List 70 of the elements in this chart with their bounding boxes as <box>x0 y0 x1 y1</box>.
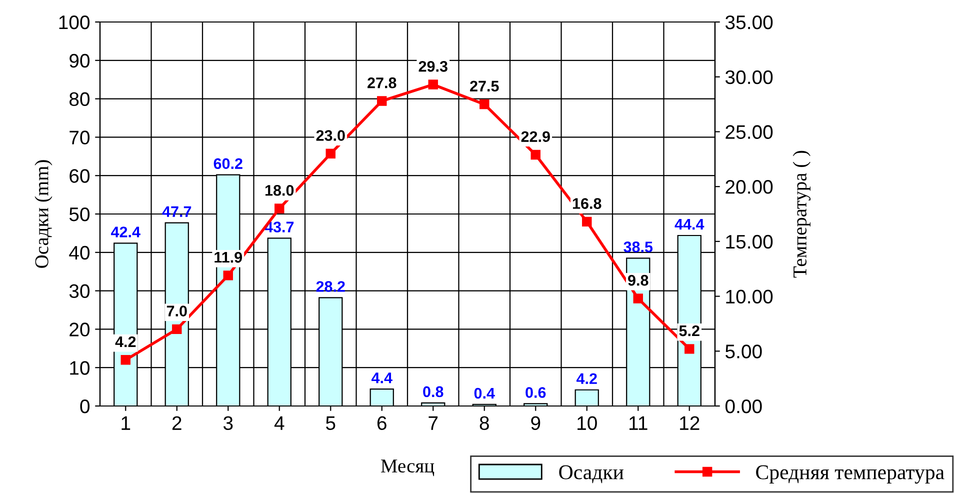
y2-axis-title: Температура ( ) <box>792 150 811 278</box>
y2-tick-label: 25.00 <box>726 125 773 139</box>
data-label: 28.2 <box>316 281 345 292</box>
x-tick-label: 5 <box>326 416 336 430</box>
x-tick-label: 9 <box>531 416 540 430</box>
data-label: 60.2 <box>214 158 242 170</box>
data-label: 9.8 <box>628 274 648 286</box>
point <box>480 99 490 110</box>
data-label: 4.2 <box>115 336 136 348</box>
x-tick-label: 2 <box>172 416 182 430</box>
point <box>377 96 387 106</box>
data-label: 23.0 <box>316 130 345 141</box>
data-label: 38.5 <box>624 242 653 252</box>
y-tick-label: 0 <box>80 399 90 414</box>
x-tick-label: 6 <box>377 416 386 430</box>
y2-tick-label: 5.00 <box>726 344 762 358</box>
x-tick-label: 1 <box>122 416 130 430</box>
x-tick-label: 10 <box>578 416 597 430</box>
y-tick-label: 80 <box>69 92 90 106</box>
point <box>428 80 438 90</box>
x-tick-label: 4 <box>274 416 284 430</box>
x-tick-label: 11 <box>630 416 648 430</box>
data-label: 27.8 <box>368 77 396 88</box>
y-tick-label: 50 <box>69 207 90 222</box>
point <box>172 324 182 334</box>
y-tick-label: 100 <box>59 15 90 30</box>
y-tick-label: 90 <box>70 54 90 68</box>
x-tick-label: 3 <box>223 416 233 430</box>
data-label: 42.4 <box>110 226 140 238</box>
y2-tick-label: 35.00 <box>725 15 773 30</box>
data-label: 16.8 <box>572 198 602 209</box>
y2-tick-label: 15.00 <box>726 234 773 249</box>
data-label: 7.0 <box>166 306 187 316</box>
y-tick-label: 70 <box>70 130 90 144</box>
y-tick-label: 40 <box>69 246 90 260</box>
data-label: 0.8 <box>423 386 444 398</box>
x-axis-title: Месяц <box>381 460 434 476</box>
data-label: 18.0 <box>265 184 294 196</box>
x-tick-label: 8 <box>480 416 489 430</box>
y-tick-label: 10 <box>70 361 90 375</box>
y2-tick-label: 0.00 <box>725 399 762 414</box>
legend-label: Осадки <box>559 465 624 484</box>
point <box>274 204 284 214</box>
point <box>684 344 694 354</box>
data-label: 4.4 <box>371 372 392 384</box>
point <box>120 355 130 365</box>
point <box>326 148 336 159</box>
x-tick-label: 12 <box>680 416 700 430</box>
data-label: 0.4 <box>474 388 495 399</box>
data-label: 27.5 <box>470 80 499 92</box>
legend-label: Средняя температура <box>756 465 944 484</box>
y-tick-label: 60 <box>70 169 90 183</box>
y-tick-label: 30 <box>69 284 90 298</box>
y-tick-label: 20 <box>70 322 90 336</box>
data-label: 44.4 <box>674 219 704 230</box>
data-label: 0.6 <box>526 387 546 398</box>
point <box>633 294 643 304</box>
y-axis-title: Осадки (mm) <box>34 160 52 268</box>
point <box>223 270 233 280</box>
data-label: 11.9 <box>214 252 242 263</box>
point <box>530 150 540 160</box>
y2-tick-label: 30.00 <box>725 70 773 84</box>
data-label: 5.2 <box>679 325 700 336</box>
y2-tick-label: 10.00 <box>726 290 773 304</box>
x-tick-label: 7 <box>428 416 438 430</box>
data-label: 4.2 <box>576 373 597 384</box>
point <box>582 216 592 227</box>
data-label: 29.3 <box>418 60 448 72</box>
y2-tick-label: 20.00 <box>726 180 773 194</box>
data-label: 22.9 <box>521 131 550 142</box>
